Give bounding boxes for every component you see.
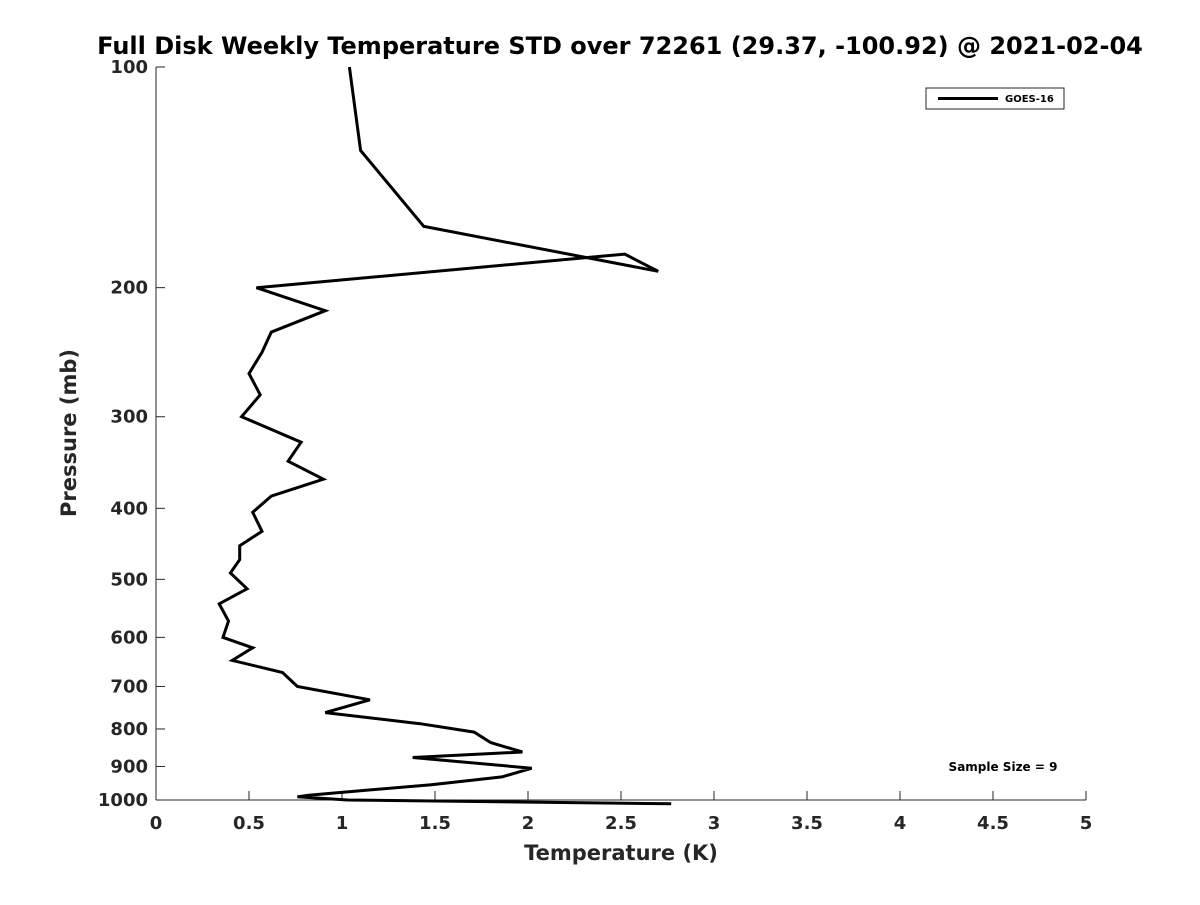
y-tick-label: 400	[110, 498, 148, 519]
x-tick-label: 2	[522, 813, 535, 834]
x-tick-label: 3	[708, 813, 721, 834]
x-tick-label: 3.5	[791, 813, 823, 834]
x-tick-label: 1	[336, 813, 349, 834]
series-line-goes-16	[217, 66, 672, 806]
x-tick-label: 2.5	[605, 813, 637, 834]
x-tick-label: 1.5	[419, 813, 451, 834]
y-tick-label: 900	[110, 756, 148, 777]
y-axis-ticks: 100 200 300 400 500 600 700 800 900 1000	[98, 57, 165, 811]
chart-title: Full Disk Weekly Temperature STD over 72…	[97, 32, 1143, 60]
y-tick-label: 100	[110, 57, 148, 78]
y-tick-label: 500	[110, 569, 148, 590]
plot-area	[217, 66, 672, 806]
y-axis-label: Pressure (mb)	[57, 349, 81, 517]
y-tick-label: 800	[110, 719, 148, 740]
x-tick-label: 5	[1080, 813, 1093, 834]
y-tick-label: 300	[110, 407, 148, 428]
legend: GOES-16	[925, 87, 1065, 110]
y-tick-label: 200	[110, 278, 148, 299]
x-axis-ticks: 0 0.5 1 1.5 2 2.5 3 3.5 4 4.5 5	[150, 791, 1093, 834]
x-tick-label: 4	[894, 813, 907, 834]
x-tick-label: 0	[150, 813, 163, 834]
y-tick-label: 1000	[98, 790, 148, 811]
legend-label: GOES-16	[1005, 94, 1054, 105]
x-tick-label: 0.5	[233, 813, 265, 834]
y-tick-label: 700	[110, 676, 148, 697]
x-tick-label: 4.5	[977, 813, 1009, 834]
y-tick-label: 600	[110, 627, 148, 648]
sample-size-annotation: Sample Size = 9	[949, 760, 1058, 774]
x-axis-label: Temperature (K)	[524, 841, 718, 865]
